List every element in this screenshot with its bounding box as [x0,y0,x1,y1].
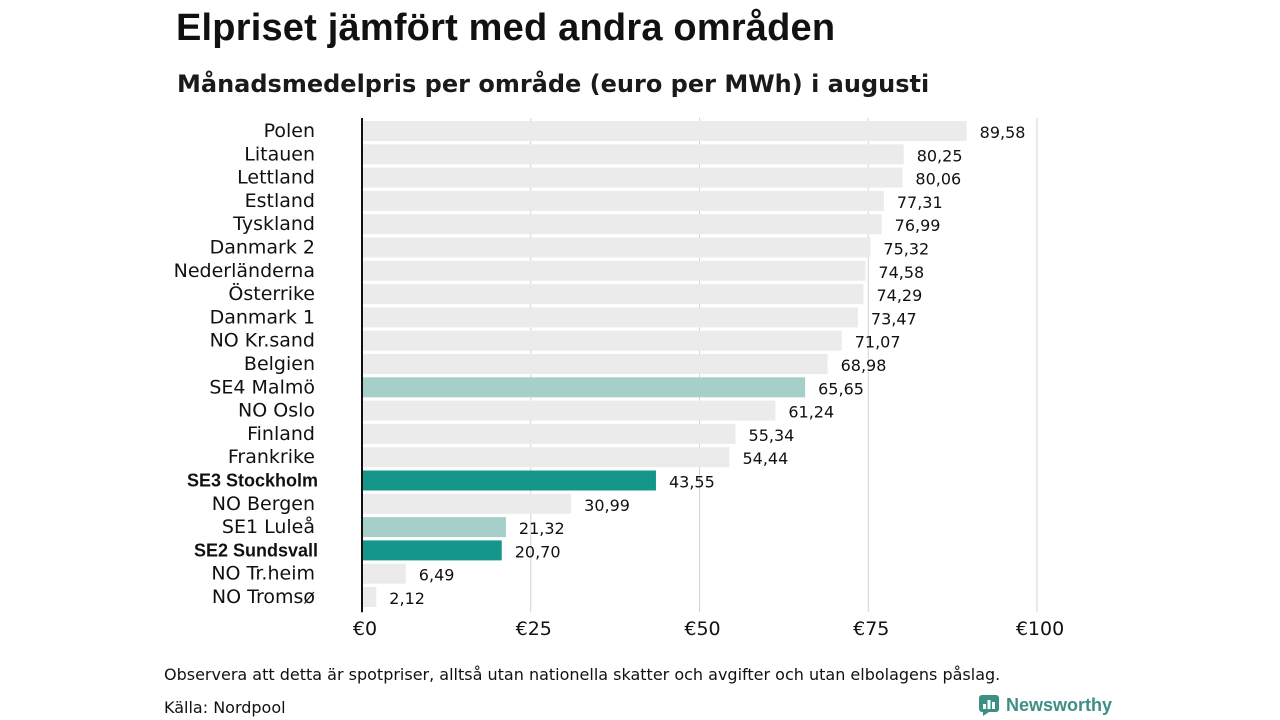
bar [362,493,572,514]
value-label: 54,44 [742,449,788,468]
bar [362,447,730,468]
x-tick-label: €25 [516,618,552,640]
value-label: 2,12 [389,589,425,608]
value-labels: 89,58 80,25 80,06 77,31 76,99 75,32 74,58 74,29… [389,123,1025,608]
value-label: 68,98 [841,356,887,375]
category-label: Danmark 1 [210,306,315,328]
value-label: 65,65 [818,379,864,398]
source-text: Källa: Nordpool [164,698,286,717]
bar [362,167,903,188]
category-label: SE4 Malmö [209,376,315,398]
x-axis-ticks: €0 €25 €50 €75 €100 [353,618,1064,640]
bar [362,284,864,305]
category-label: Finland [247,423,315,445]
category-label: Nederländerna [174,260,315,282]
bars [362,121,967,607]
category-label: Frankrike [228,446,315,468]
brand-name: Newsworthy [1006,694,1113,715]
category-label: Danmark 2 [210,237,315,259]
value-label: 71,07 [855,333,901,352]
chart-title: Elpriset jämfört med andra områden [176,7,836,49]
category-label: Polen [264,120,315,142]
bar [362,260,866,281]
bar [362,563,406,584]
value-label: 80,25 [917,146,963,165]
bar [362,587,377,607]
x-tick-label: €75 [853,618,889,640]
bar [362,377,806,398]
category-label: Lettland [237,167,315,189]
brand-logo: Newsworthy [978,694,1112,716]
bar [362,307,858,328]
bar [362,517,506,538]
x-tick-label: €50 [684,618,720,640]
category-label: Litauen [244,143,315,165]
bar [362,144,904,165]
value-label: 6,49 [419,566,455,585]
category-label: Tyskland [232,213,315,235]
value-label: 76,99 [895,216,941,235]
category-label: Estland [245,190,315,212]
value-label: 30,99 [584,496,630,515]
value-label: 21,32 [519,519,565,538]
bar [362,330,842,351]
bar [362,190,884,211]
bar [362,423,736,444]
value-label: 75,32 [883,240,929,259]
bar [362,214,882,235]
value-label: 74,29 [876,286,922,305]
value-label: 43,55 [669,473,715,492]
bar [362,540,502,561]
bar [362,470,656,491]
value-label: 74,58 [878,263,924,282]
value-label: 73,47 [871,309,917,328]
bar-chart-icon [979,695,999,716]
category-label: NO Bergen [212,493,315,515]
category-labels: PolenLitauenLettlandEstlandTysklandDanma… [174,120,318,608]
value-label: 89,58 [980,123,1026,142]
x-tick-label: €100 [1016,618,1064,640]
value-label: 20,70 [515,542,561,561]
value-label: 55,34 [749,426,795,445]
chart-subtitle: Månadsmedelpris per område (euro per MWh… [177,70,930,98]
category-label: SE3 Stockholm [187,471,318,491]
footnote: Observera att detta är spotpriser, allts… [164,665,1001,684]
bar [362,237,871,258]
bar [362,354,828,374]
value-label: 80,06 [915,170,961,189]
category-label: Österrike [228,282,315,305]
x-tick-label: €0 [353,618,377,640]
category-label: NO Tromsø [212,586,315,608]
category-label: SE2 Sundsvall [194,540,318,560]
value-label: 77,31 [897,193,943,212]
category-label: NO Tr.heim [211,563,315,585]
category-label: NO Oslo [238,400,315,422]
category-label: Belgien [244,353,315,375]
bar [362,121,967,141]
bar-chart: PolenLitauenLettlandEstlandTysklandDanma… [174,118,1064,640]
category-label: NO Kr.sand [210,330,315,352]
bar [362,400,776,421]
category-label: SE1 Luleå [222,515,315,538]
value-label: 61,24 [788,403,834,422]
